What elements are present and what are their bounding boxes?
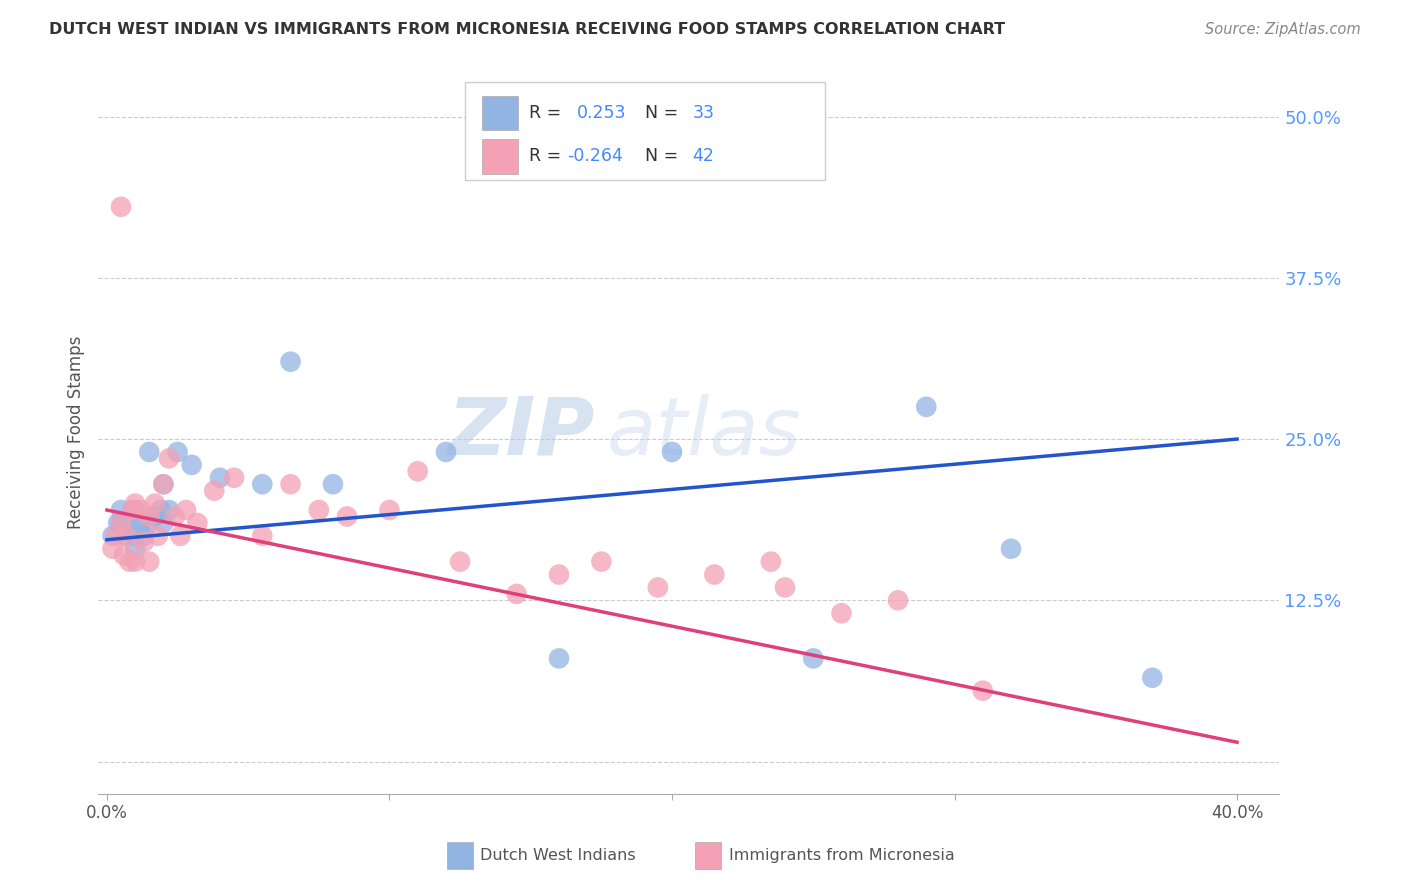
Point xyxy=(280,354,302,368)
Point xyxy=(152,516,174,530)
Point xyxy=(322,477,344,491)
Point xyxy=(129,503,152,517)
Point xyxy=(143,509,166,524)
Y-axis label: Receiving Food Stamps: Receiving Food Stamps xyxy=(67,336,86,529)
Point xyxy=(186,516,208,530)
Point xyxy=(110,200,132,214)
Point xyxy=(222,471,245,485)
Text: atlas: atlas xyxy=(606,393,801,472)
Point xyxy=(149,503,172,517)
Point xyxy=(124,529,146,543)
Point xyxy=(143,497,166,511)
Text: ZIP: ZIP xyxy=(447,393,595,472)
Point xyxy=(121,503,143,517)
Text: Source: ZipAtlas.com: Source: ZipAtlas.com xyxy=(1205,22,1361,37)
Text: 42: 42 xyxy=(693,147,714,165)
Point xyxy=(163,509,186,524)
Point xyxy=(915,400,938,414)
Point xyxy=(146,529,169,543)
Point xyxy=(449,555,471,569)
Point xyxy=(972,683,994,698)
Text: Dutch West Indians: Dutch West Indians xyxy=(479,847,636,863)
FancyBboxPatch shape xyxy=(464,82,825,180)
Point xyxy=(166,445,188,459)
Point xyxy=(138,509,160,524)
Text: Immigrants from Micronesia: Immigrants from Micronesia xyxy=(730,847,955,863)
Point xyxy=(124,555,146,569)
Point xyxy=(115,529,138,543)
Point xyxy=(118,516,141,530)
Point xyxy=(132,535,155,549)
Point xyxy=(280,477,302,491)
Point xyxy=(505,587,527,601)
Text: 33: 33 xyxy=(693,103,714,122)
Point xyxy=(336,509,359,524)
Text: -0.264: -0.264 xyxy=(567,147,623,165)
Point xyxy=(101,529,124,543)
Point xyxy=(773,581,796,595)
Point xyxy=(138,445,160,459)
Text: R =: R = xyxy=(530,103,567,122)
Point xyxy=(647,581,669,595)
Point xyxy=(759,555,782,569)
Point xyxy=(434,445,457,459)
Point xyxy=(308,503,330,517)
Point xyxy=(118,555,141,569)
Point xyxy=(174,503,197,517)
Point xyxy=(1142,671,1164,685)
Point xyxy=(548,651,571,665)
Point xyxy=(107,516,129,530)
Point xyxy=(1000,541,1022,556)
Point xyxy=(152,477,174,491)
Point xyxy=(101,541,124,556)
Point xyxy=(831,607,853,621)
Point xyxy=(208,471,231,485)
Point xyxy=(110,503,132,517)
Point xyxy=(252,529,274,543)
Point xyxy=(112,548,135,562)
Text: R =: R = xyxy=(530,147,567,165)
FancyBboxPatch shape xyxy=(482,139,517,174)
Point xyxy=(591,555,613,569)
Point xyxy=(104,529,127,543)
Point xyxy=(115,529,138,543)
Point xyxy=(252,477,274,491)
Point xyxy=(129,516,152,530)
Point xyxy=(406,464,429,478)
Point xyxy=(124,497,146,511)
Text: DUTCH WEST INDIAN VS IMMIGRANTS FROM MICRONESIA RECEIVING FOOD STAMPS CORRELATIO: DUTCH WEST INDIAN VS IMMIGRANTS FROM MIC… xyxy=(49,22,1005,37)
Point xyxy=(138,555,160,569)
Point xyxy=(157,503,180,517)
Point xyxy=(661,445,683,459)
Point xyxy=(202,483,225,498)
Text: 0.253: 0.253 xyxy=(576,103,626,122)
Point xyxy=(548,567,571,582)
Text: N =: N = xyxy=(645,147,683,165)
Point xyxy=(887,593,910,607)
Point xyxy=(110,516,132,530)
Point xyxy=(124,541,146,556)
Point xyxy=(801,651,824,665)
Point xyxy=(124,503,146,517)
Point xyxy=(110,516,132,530)
Point xyxy=(132,529,155,543)
Point xyxy=(378,503,401,517)
Point xyxy=(152,477,174,491)
FancyBboxPatch shape xyxy=(695,841,721,869)
FancyBboxPatch shape xyxy=(482,95,517,130)
FancyBboxPatch shape xyxy=(447,841,472,869)
Point xyxy=(121,503,143,517)
Point xyxy=(703,567,725,582)
Point xyxy=(138,516,160,530)
Point xyxy=(180,458,202,472)
Text: N =: N = xyxy=(645,103,683,122)
Point xyxy=(169,529,191,543)
Point xyxy=(157,451,180,466)
